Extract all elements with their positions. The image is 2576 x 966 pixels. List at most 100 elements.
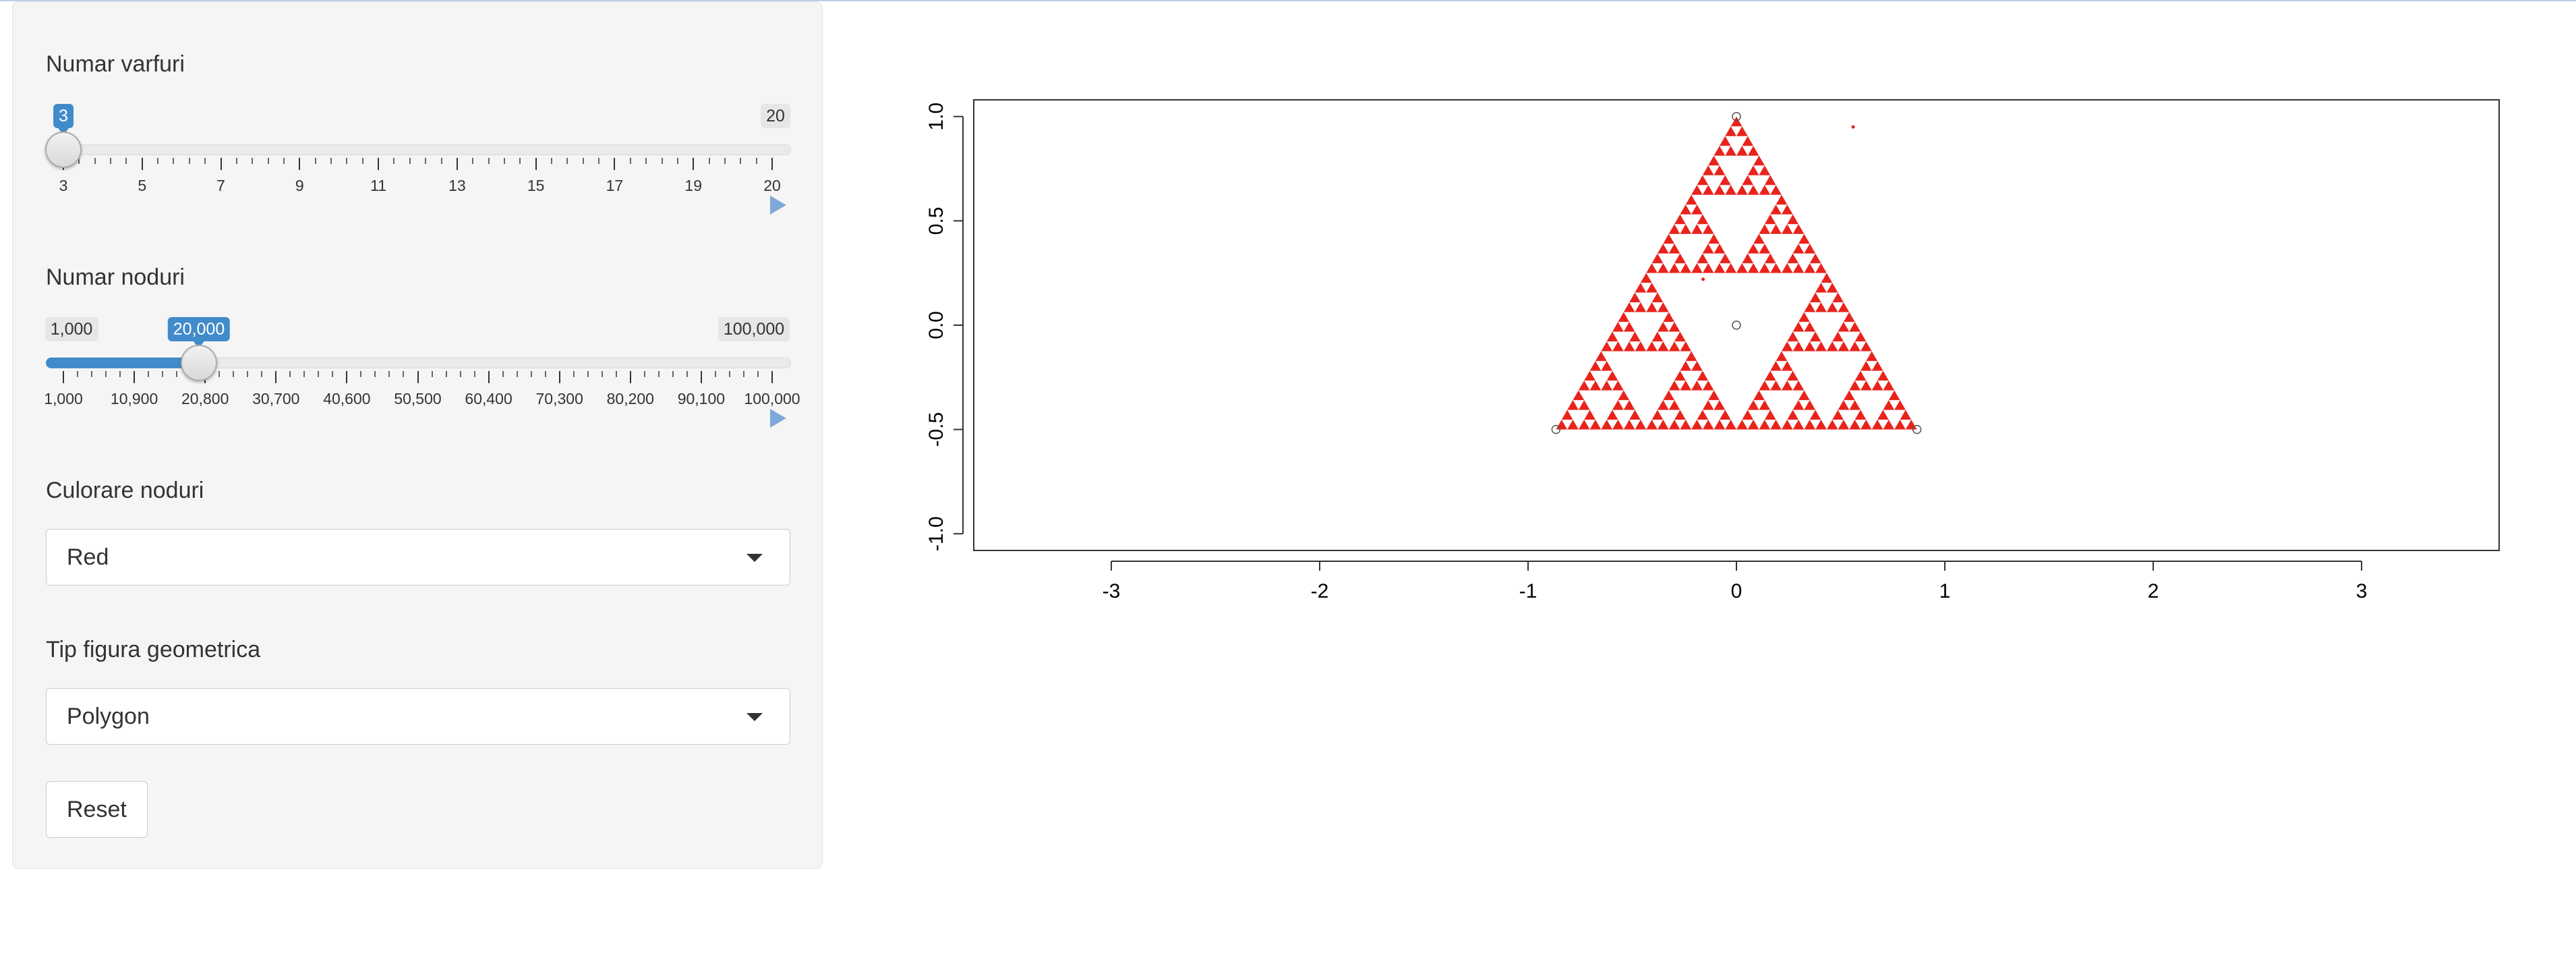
shape-select-value: Polygon xyxy=(67,704,150,729)
sierpinski-hole xyxy=(1787,420,1798,430)
slider-minor-tick xyxy=(283,158,285,164)
slider-tick xyxy=(771,371,773,383)
y-tick-label: 1.0 xyxy=(925,103,947,131)
sierpinski-hole xyxy=(1781,351,1872,430)
sierpinski-hole xyxy=(1843,400,1855,410)
sierpinski-hole xyxy=(1680,370,1703,391)
slider-minor-tick xyxy=(459,371,461,377)
sierpinski-hole xyxy=(1685,204,1697,215)
sierpinski-hole xyxy=(1883,409,1906,430)
slider-minor-tick xyxy=(157,158,159,164)
slider-minor-tick xyxy=(566,158,568,164)
vertices-slider-label: Numar varfuri xyxy=(46,51,185,77)
sierpinski-hole xyxy=(1747,253,1771,273)
slider-minor-tick xyxy=(318,371,320,377)
sierpinski-plot: -3 -2 -1 0 1 2 3 -1.0 -0.5 0.0 0.5 1.0 xyxy=(925,99,2500,602)
sierpinski-hole xyxy=(1697,420,1709,430)
slider-minor-tick xyxy=(78,158,80,164)
sierpinski-hole xyxy=(1657,331,1680,351)
sierpinski-hole xyxy=(1792,331,1816,351)
sierpinski-hole xyxy=(1606,420,1618,430)
slider-tick xyxy=(693,158,695,170)
slider-minor-tick xyxy=(587,371,589,377)
sierpinski-hole xyxy=(1742,185,1754,195)
reset-button[interactable]: Reset xyxy=(46,781,148,838)
shape-select[interactable]: Polygon xyxy=(46,688,790,745)
sierpinski-hole xyxy=(1888,400,1900,410)
slider-minor-tick xyxy=(530,371,532,377)
sierpinski-hole xyxy=(1747,175,1771,195)
slider-tick-label: 20 xyxy=(763,177,781,194)
sierpinski-hole xyxy=(1606,380,1618,391)
sierpinski-hole xyxy=(1612,331,1635,351)
slider-minor-tick xyxy=(582,158,584,164)
slider-minor-tick xyxy=(714,371,716,377)
slider-tick xyxy=(275,371,277,383)
sierpinski-hole xyxy=(1668,390,1714,430)
vertex-marker xyxy=(1732,111,1741,121)
vertex-marker xyxy=(1912,424,1922,434)
slider-minor-tick xyxy=(516,371,518,377)
sierpinski-hole xyxy=(1792,253,1816,273)
chevron-down-icon xyxy=(747,554,763,562)
slider-tick xyxy=(346,371,348,383)
slider-minor-tick xyxy=(289,371,291,377)
slider-tick xyxy=(629,371,631,383)
slider-minor-tick xyxy=(403,371,405,377)
sierpinski-hole xyxy=(1708,400,1720,410)
sierpinski-hole xyxy=(1821,283,1833,293)
sierpinski-hole xyxy=(1719,263,1731,273)
slider-minor-tick xyxy=(330,158,332,164)
vertices-slider-handle[interactable] xyxy=(45,132,82,168)
vertices-slider-play-icon[interactable] xyxy=(770,196,786,215)
color-select[interactable]: Red xyxy=(46,529,790,586)
slider-minor-tick xyxy=(502,371,504,377)
sierpinski-hole xyxy=(1742,146,1754,156)
x-tick-label: -3 xyxy=(1103,580,1121,602)
slider-minor-tick xyxy=(661,158,663,164)
slider-minor-tick xyxy=(91,371,93,377)
sierpinski-hole xyxy=(1776,204,1788,215)
slider-minor-tick xyxy=(162,371,164,377)
sierpinski-hole xyxy=(1606,341,1618,351)
slider-minor-tick xyxy=(445,371,447,377)
nodes-slider-play-icon[interactable] xyxy=(770,409,786,428)
nodes-slider-value-label: 20,000 xyxy=(167,317,231,348)
x-tick-label: 2 xyxy=(2148,580,2159,602)
slider-minor-tick xyxy=(676,158,678,164)
slider-minor-tick xyxy=(544,371,546,377)
slider-minor-tick xyxy=(77,371,79,377)
slider-minor-tick xyxy=(615,371,617,377)
sierpinski-hole xyxy=(1725,136,1748,156)
sierpinski-hole xyxy=(1759,233,1805,273)
x-tick-label: -2 xyxy=(1311,580,1329,602)
sierpinski-hole xyxy=(1798,244,1810,254)
slider-minor-tick xyxy=(472,158,474,164)
sierpinski-hole xyxy=(1742,263,1754,273)
slider-minor-tick xyxy=(672,371,674,377)
slider-minor-tick xyxy=(176,371,178,377)
sierpinski-hole xyxy=(1832,420,1844,430)
slider-minor-tick xyxy=(551,158,553,164)
sierpinski-hole xyxy=(1838,331,1861,351)
sierpinski-hole xyxy=(1719,185,1731,195)
slider-minor-tick xyxy=(218,371,221,377)
nodes-slider-label: Numar noduri xyxy=(46,264,185,290)
sierpinski-hole xyxy=(1674,224,1686,234)
sierpinski-hole xyxy=(1753,244,1765,254)
sierpinski-hole xyxy=(1595,361,1607,371)
slider-minor-tick xyxy=(657,371,660,377)
slider-tick xyxy=(220,158,222,170)
vertices-slider-max-label: 20 xyxy=(761,104,790,128)
sierpinski-hole xyxy=(1787,380,1798,391)
sierpinski-hole xyxy=(1618,400,1630,410)
slider-tick xyxy=(141,158,143,170)
slider-tick xyxy=(771,158,773,170)
slider-tick-label: 90,100 xyxy=(677,390,726,407)
nodes-slider-handle[interactable] xyxy=(181,345,217,381)
nodes-slider-min-label: 1,000 xyxy=(45,317,98,341)
vertices-slider-track[interactable] xyxy=(46,144,791,155)
sierpinski-hole xyxy=(1584,420,1596,430)
center-marker xyxy=(1732,320,1741,330)
sierpinski-hole xyxy=(1674,341,1686,351)
